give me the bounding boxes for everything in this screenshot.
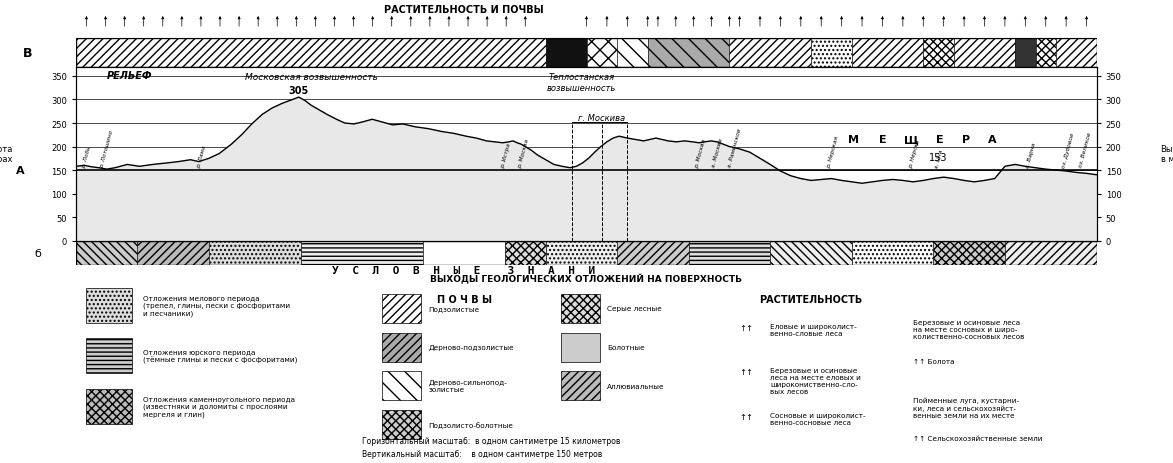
Text: Еловые и широколист-
венно-словые леса: Еловые и широколист- венно-словые леса	[771, 323, 857, 336]
Text: Березовые и осиновые
леса на месте еловых и
широкониственно-сло-
вых лесов: Березовые и осиновые леса на месте еловы…	[771, 368, 861, 394]
Bar	[423, 241, 504, 265]
Text: П О Ч В Ы: П О Ч В Ы	[436, 294, 491, 304]
Bar	[617, 38, 647, 68]
Bar	[87, 288, 133, 323]
Bar	[300, 241, 423, 265]
Text: Горизонтальный масштаб:  в одном сантиметре 15 километров: Горизонтальный масштаб: в одном сантимет…	[362, 436, 621, 445]
Text: Щ: Щ	[903, 135, 918, 145]
Text: ↑↑ Болота: ↑↑ Болота	[913, 358, 955, 364]
Bar	[137, 241, 209, 265]
Bar	[954, 38, 1015, 68]
Bar	[1056, 38, 1097, 68]
Text: РАСТИТЕЛЬНОСТЬ: РАСТИТЕЛЬНОСТЬ	[759, 294, 862, 304]
Text: Серые лесные: Серые лесные	[606, 306, 662, 312]
Text: РЕЛЬЕФ: РЕЛЬЕФ	[107, 71, 152, 81]
Text: б: б	[34, 248, 41, 258]
Bar	[382, 333, 421, 362]
Text: р. Москва: р. Москва	[517, 138, 530, 169]
Bar	[852, 38, 923, 68]
Text: Дерново-подзолистые: Дерново-подзолистые	[428, 344, 514, 350]
Bar	[545, 38, 586, 68]
Bar	[586, 38, 617, 68]
Text: р. Лобь: р. Лобь	[81, 145, 91, 169]
Text: Е: Е	[879, 135, 887, 145]
Bar	[1005, 241, 1097, 265]
Bar	[1015, 38, 1036, 68]
Text: М: М	[848, 135, 860, 145]
Bar	[689, 241, 771, 265]
Text: У  С  Л  О  В  Н  Ы  Е    З  Н  А  Н  И: У С Л О В Н Ы Е З Н А Н И	[332, 265, 596, 275]
Text: Аллювиальные: Аллювиальные	[606, 383, 664, 389]
Bar	[852, 241, 934, 265]
Text: а. Москва: а. Москва	[711, 138, 724, 169]
Text: р. Нерская: р. Нерская	[826, 135, 840, 169]
Text: Вертикальный масштаб:    в одном сантиметре 150 метров: Вертикальный масштаб: в одном сантиметре…	[362, 450, 602, 458]
Bar	[87, 389, 133, 424]
Text: 305: 305	[289, 86, 308, 95]
Text: ↑↑: ↑↑	[740, 368, 753, 376]
Bar	[504, 241, 545, 265]
Text: А: А	[15, 166, 25, 175]
Text: Московская возвышенность: Московская возвышенность	[244, 73, 378, 82]
Y-axis label: Высота
в метра: Высота в метра	[1160, 144, 1173, 164]
Text: а. Раменское: а. Раменское	[727, 128, 743, 169]
Text: РАСТИТЕЛЬНОСТЬ И ПОЧВЫ: РАСТИТЕЛЬНОСТЬ И ПОЧВЫ	[385, 5, 544, 15]
Text: Пойменные луга, кустарни-
ки, леса и сельскохозяйст-
венные земли на их месте: Пойменные луга, кустарни- ки, леса и сел…	[913, 397, 1019, 418]
Bar	[209, 241, 300, 265]
Bar	[382, 294, 421, 323]
Text: р. Нерска: р. Нерска	[908, 138, 921, 169]
Text: р. Москва: р. Москва	[694, 138, 707, 169]
Text: Р: Р	[962, 135, 970, 145]
Text: 153: 153	[929, 152, 948, 162]
Bar	[561, 371, 599, 400]
Text: Отложения мелового периода
(трепел, глины, пески с фосфоритами
и песчаники): Отложения мелового периода (трепел, глин…	[143, 295, 290, 316]
Bar	[561, 294, 599, 323]
Text: Березовые и осиновые леса
на месте сосновых и широ-
колиственно-сосновых лесов: Березовые и осиновые леса на месте сосно…	[913, 319, 1024, 339]
Text: А: А	[989, 135, 997, 145]
Text: Сосновые и широколист-
венно-сосновые леса: Сосновые и широколист- венно-сосновые ле…	[771, 412, 866, 425]
Text: Отложения каменноугольного периода
(известняки и доломиты с прослоями
мергеля и : Отложения каменноугольного периода (изве…	[143, 396, 294, 417]
Bar	[561, 333, 599, 362]
Text: Теплостанская
возвышенность: Теплостанская возвышенность	[547, 73, 616, 93]
Text: ↑↑: ↑↑	[740, 412, 753, 421]
Bar	[647, 38, 730, 68]
Text: Дерново-сильнопод-
золистые: Дерново-сильнопод- золистые	[428, 379, 507, 393]
Text: ↑↑: ↑↑	[740, 323, 753, 332]
Text: а. Варна: а. Варна	[1025, 142, 1037, 169]
Text: Отложения юрского периода
(тёмные глины и пески с фосфоритами): Отложения юрского периода (тёмные глины …	[143, 349, 297, 363]
Text: оз. Дубовое: оз. Дубовое	[1062, 132, 1076, 169]
Bar	[76, 241, 137, 265]
Bar	[1036, 38, 1056, 68]
Text: р. Лама: р. Лама	[197, 144, 208, 169]
Text: р. Истра: р. Истра	[500, 142, 511, 169]
Text: В: В	[22, 46, 32, 59]
Text: Болотные: Болотные	[606, 344, 644, 350]
Y-axis label: Высота
в метрах: Высота в метрах	[0, 144, 13, 164]
Bar	[811, 38, 852, 68]
Text: а. Цна: а. Цна	[934, 149, 943, 169]
Bar	[76, 38, 545, 68]
Text: г. Москива: г. Москива	[578, 114, 625, 123]
Bar	[545, 241, 617, 265]
Bar	[87, 338, 133, 374]
Text: Е: Е	[936, 135, 943, 145]
Bar	[923, 38, 954, 68]
Text: Подзолистые: Подзолистые	[428, 306, 480, 312]
Text: оз. Великое: оз. Великое	[1078, 132, 1093, 169]
Text: ВЫХОДЫ ГЕОЛОГИЧЕСКИХ ОТЛОЖЕНИЙ НА ПОВЕРХНОСТЬ: ВЫХОДЫ ГЕОЛОГИЧЕСКИХ ОТЛОЖЕНИЙ НА ПОВЕРХ…	[430, 274, 743, 284]
Text: ↑↑ Сельскохозяйственные земли: ↑↑ Сельскохозяйственные земли	[913, 435, 1043, 441]
Bar	[382, 371, 421, 400]
Text: Подзолисто-болотные: Подзолисто-болотные	[428, 421, 514, 428]
Bar	[730, 38, 811, 68]
Bar	[934, 241, 1005, 265]
Bar	[771, 241, 852, 265]
Bar	[382, 410, 421, 439]
Text: р. Лотошино: р. Лотошино	[99, 129, 114, 169]
Bar	[617, 241, 689, 265]
